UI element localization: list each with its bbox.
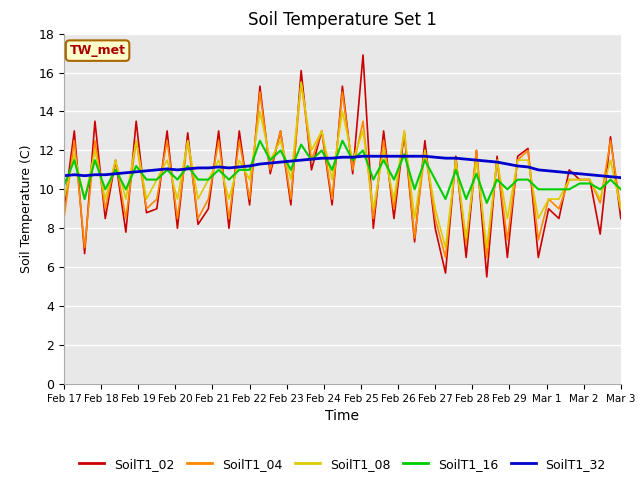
Line: SoilT1_02: SoilT1_02 <box>64 55 621 277</box>
SoilT1_16 <box>256 138 264 144</box>
SoilT1_02 <box>163 128 171 134</box>
SoilT1_02 <box>266 171 274 177</box>
SoilT1_16 <box>607 177 614 182</box>
SoilT1_02 <box>576 177 584 182</box>
SoilT1_04 <box>617 206 625 212</box>
SoilT1_08 <box>122 196 130 202</box>
SoilT1_32 <box>194 165 202 171</box>
Legend: SoilT1_02, SoilT1_04, SoilT1_08, SoilT1_16, SoilT1_32: SoilT1_02, SoilT1_04, SoilT1_08, SoilT1_… <box>74 453 611 476</box>
SoilT1_32 <box>565 170 573 176</box>
Text: TW_met: TW_met <box>70 44 125 57</box>
SoilT1_04 <box>576 177 584 182</box>
SoilT1_02 <box>483 274 491 280</box>
SoilT1_16 <box>163 167 171 173</box>
Line: SoilT1_04: SoilT1_04 <box>64 82 621 257</box>
SoilT1_02 <box>60 206 68 212</box>
SoilT1_04 <box>163 138 171 144</box>
SoilT1_08 <box>298 79 305 85</box>
SoilT1_02 <box>617 216 625 221</box>
SoilT1_32 <box>60 173 68 179</box>
Y-axis label: Soil Temperature (C): Soil Temperature (C) <box>20 144 33 273</box>
SoilT1_08 <box>442 245 449 251</box>
SoilT1_08 <box>194 196 202 202</box>
SoilT1_16 <box>276 147 284 153</box>
SoilT1_02 <box>607 134 614 140</box>
SoilT1_04 <box>266 167 274 173</box>
SoilT1_04 <box>60 216 68 221</box>
SoilT1_32 <box>266 160 274 166</box>
SoilT1_08 <box>576 177 584 182</box>
SoilT1_08 <box>163 157 171 163</box>
Line: SoilT1_32: SoilT1_32 <box>64 156 621 178</box>
SoilT1_32 <box>359 154 367 159</box>
SoilT1_16 <box>60 182 68 188</box>
Line: SoilT1_08: SoilT1_08 <box>64 82 621 248</box>
SoilT1_08 <box>607 157 614 163</box>
SoilT1_02 <box>194 221 202 227</box>
SoilT1_16 <box>617 186 625 192</box>
SoilT1_04 <box>442 254 449 260</box>
SoilT1_04 <box>194 216 202 221</box>
SoilT1_16 <box>576 180 584 186</box>
SoilT1_04 <box>607 138 614 144</box>
SoilT1_32 <box>122 170 130 176</box>
SoilT1_04 <box>298 79 305 85</box>
SoilT1_02 <box>359 52 367 58</box>
SoilT1_16 <box>194 177 202 182</box>
SoilT1_32 <box>607 174 614 180</box>
SoilT1_16 <box>122 186 130 192</box>
SoilT1_08 <box>60 196 68 202</box>
SoilT1_02 <box>122 229 130 235</box>
SoilT1_32 <box>163 166 171 172</box>
SoilT1_04 <box>122 216 130 221</box>
Title: Soil Temperature Set 1: Soil Temperature Set 1 <box>248 11 437 29</box>
SoilT1_32 <box>617 175 625 180</box>
SoilT1_08 <box>617 206 625 212</box>
Line: SoilT1_16: SoilT1_16 <box>64 141 621 203</box>
X-axis label: Time: Time <box>325 409 360 423</box>
SoilT1_08 <box>266 157 274 163</box>
SoilT1_16 <box>483 200 491 206</box>
